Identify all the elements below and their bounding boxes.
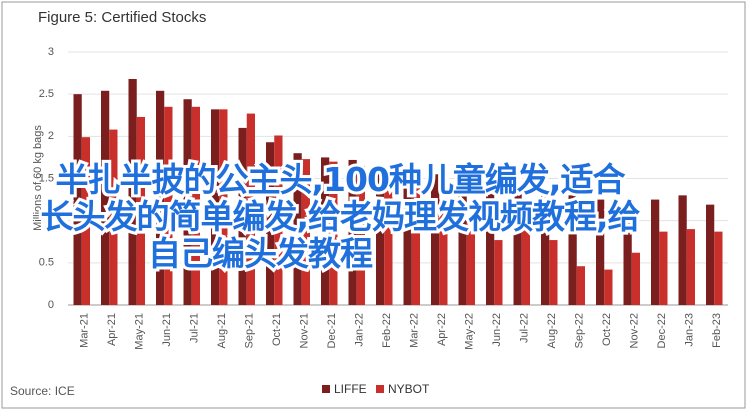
x-tick-label: Oct-21 [271,313,283,346]
x-tick-label: Apr-22 [436,313,448,346]
bar [191,106,200,305]
x-tick-label: Sep-21 [244,313,256,348]
bar [356,165,365,305]
bar [651,199,660,305]
bar [411,186,420,305]
bar [521,229,530,305]
bar [348,159,357,305]
bar [164,106,173,305]
x-tick-label: Jan-22 [354,313,366,347]
y-tick-label: 2 [48,130,54,142]
x-tick-label: Mar-21 [79,313,91,348]
x-tick-label: Nov-22 [629,313,641,348]
bar [486,182,495,305]
bar [376,165,385,305]
y-tick-label: 2.5 [39,88,54,100]
bar [211,109,220,305]
x-tick-label: Jan-23 [684,313,696,347]
x-tick-label: Jun-21 [161,313,173,347]
bar [183,99,192,305]
bar [274,135,283,305]
chart-frame [1,1,746,409]
bar [439,199,448,305]
x-tick-label: Dec-22 [656,313,668,348]
bar [238,127,247,306]
bar [329,161,338,305]
overlay-line: 半扎半披的公主头,100种儿童编发,适合 [53,157,629,202]
bar [541,191,550,305]
bar [321,157,330,305]
x-tick-label: May-22 [464,313,476,350]
y-tick-label: 0 [48,299,54,311]
x-tick-label: Jul-22 [519,313,531,343]
y-tick-label: 3 [48,46,54,58]
bar [458,178,467,305]
y-tick-label: 1 [48,215,54,227]
bar [293,153,302,305]
x-tick-label: Mar-22 [409,313,421,348]
bar [109,129,118,305]
x-tick-label: Nov-21 [299,313,311,348]
chart-title: Figure 5: Certified Stocks [38,9,206,26]
x-tick-label: Feb-22 [381,313,393,348]
x-tick-label: Jul-21 [189,313,201,343]
x-tick-label: Oct-22 [601,313,613,346]
x-tick-label: Jun-22 [491,313,503,347]
bar [568,195,577,305]
legend-label: NYBOT [388,382,430,396]
bar [136,116,145,305]
bar [706,204,715,305]
overlay-line: 自己编头发教程 [145,231,376,276]
bar [384,174,393,305]
bar [266,142,275,305]
bar [678,195,687,305]
bar [301,159,310,305]
bar [549,240,558,305]
x-tick-label: Aug-21 [216,313,228,348]
bar [156,90,165,305]
bar [431,174,440,305]
bar [576,266,585,305]
x-tick-label: Aug-22 [546,313,558,348]
x-tick-label: Sep-22 [574,313,586,348]
bar [513,186,522,305]
bar [466,216,475,305]
bar [81,137,90,305]
source: Source: ICE [10,384,75,398]
bar [73,94,82,306]
bar [219,109,228,305]
bar [494,240,503,305]
x-tick-label: Dec-21 [326,313,338,348]
bar [246,113,255,306]
bar [623,203,632,305]
bar [659,231,668,305]
bar [604,269,613,305]
overlay-line: 长头发的简单编发,给老妈理发视频教程,给 [37,194,643,239]
bar [128,78,137,305]
legend-label: LIFFE [334,382,367,396]
y-tick-label: 1.5 [39,172,54,184]
bar [714,231,723,305]
x-tick-label: May-21 [134,313,146,350]
legend-swatch [322,385,330,393]
y-axis-label: Millions of 60 kg bags [32,125,44,231]
bar [101,90,110,305]
y-tick-label: 0.5 [39,257,54,269]
x-tick-label: Apr-21 [106,313,118,346]
x-tick-label: Feb-23 [711,313,723,348]
bar [631,252,640,305]
bar [686,229,695,305]
bar [596,199,605,305]
bar [403,170,412,305]
legend-swatch [376,385,384,393]
